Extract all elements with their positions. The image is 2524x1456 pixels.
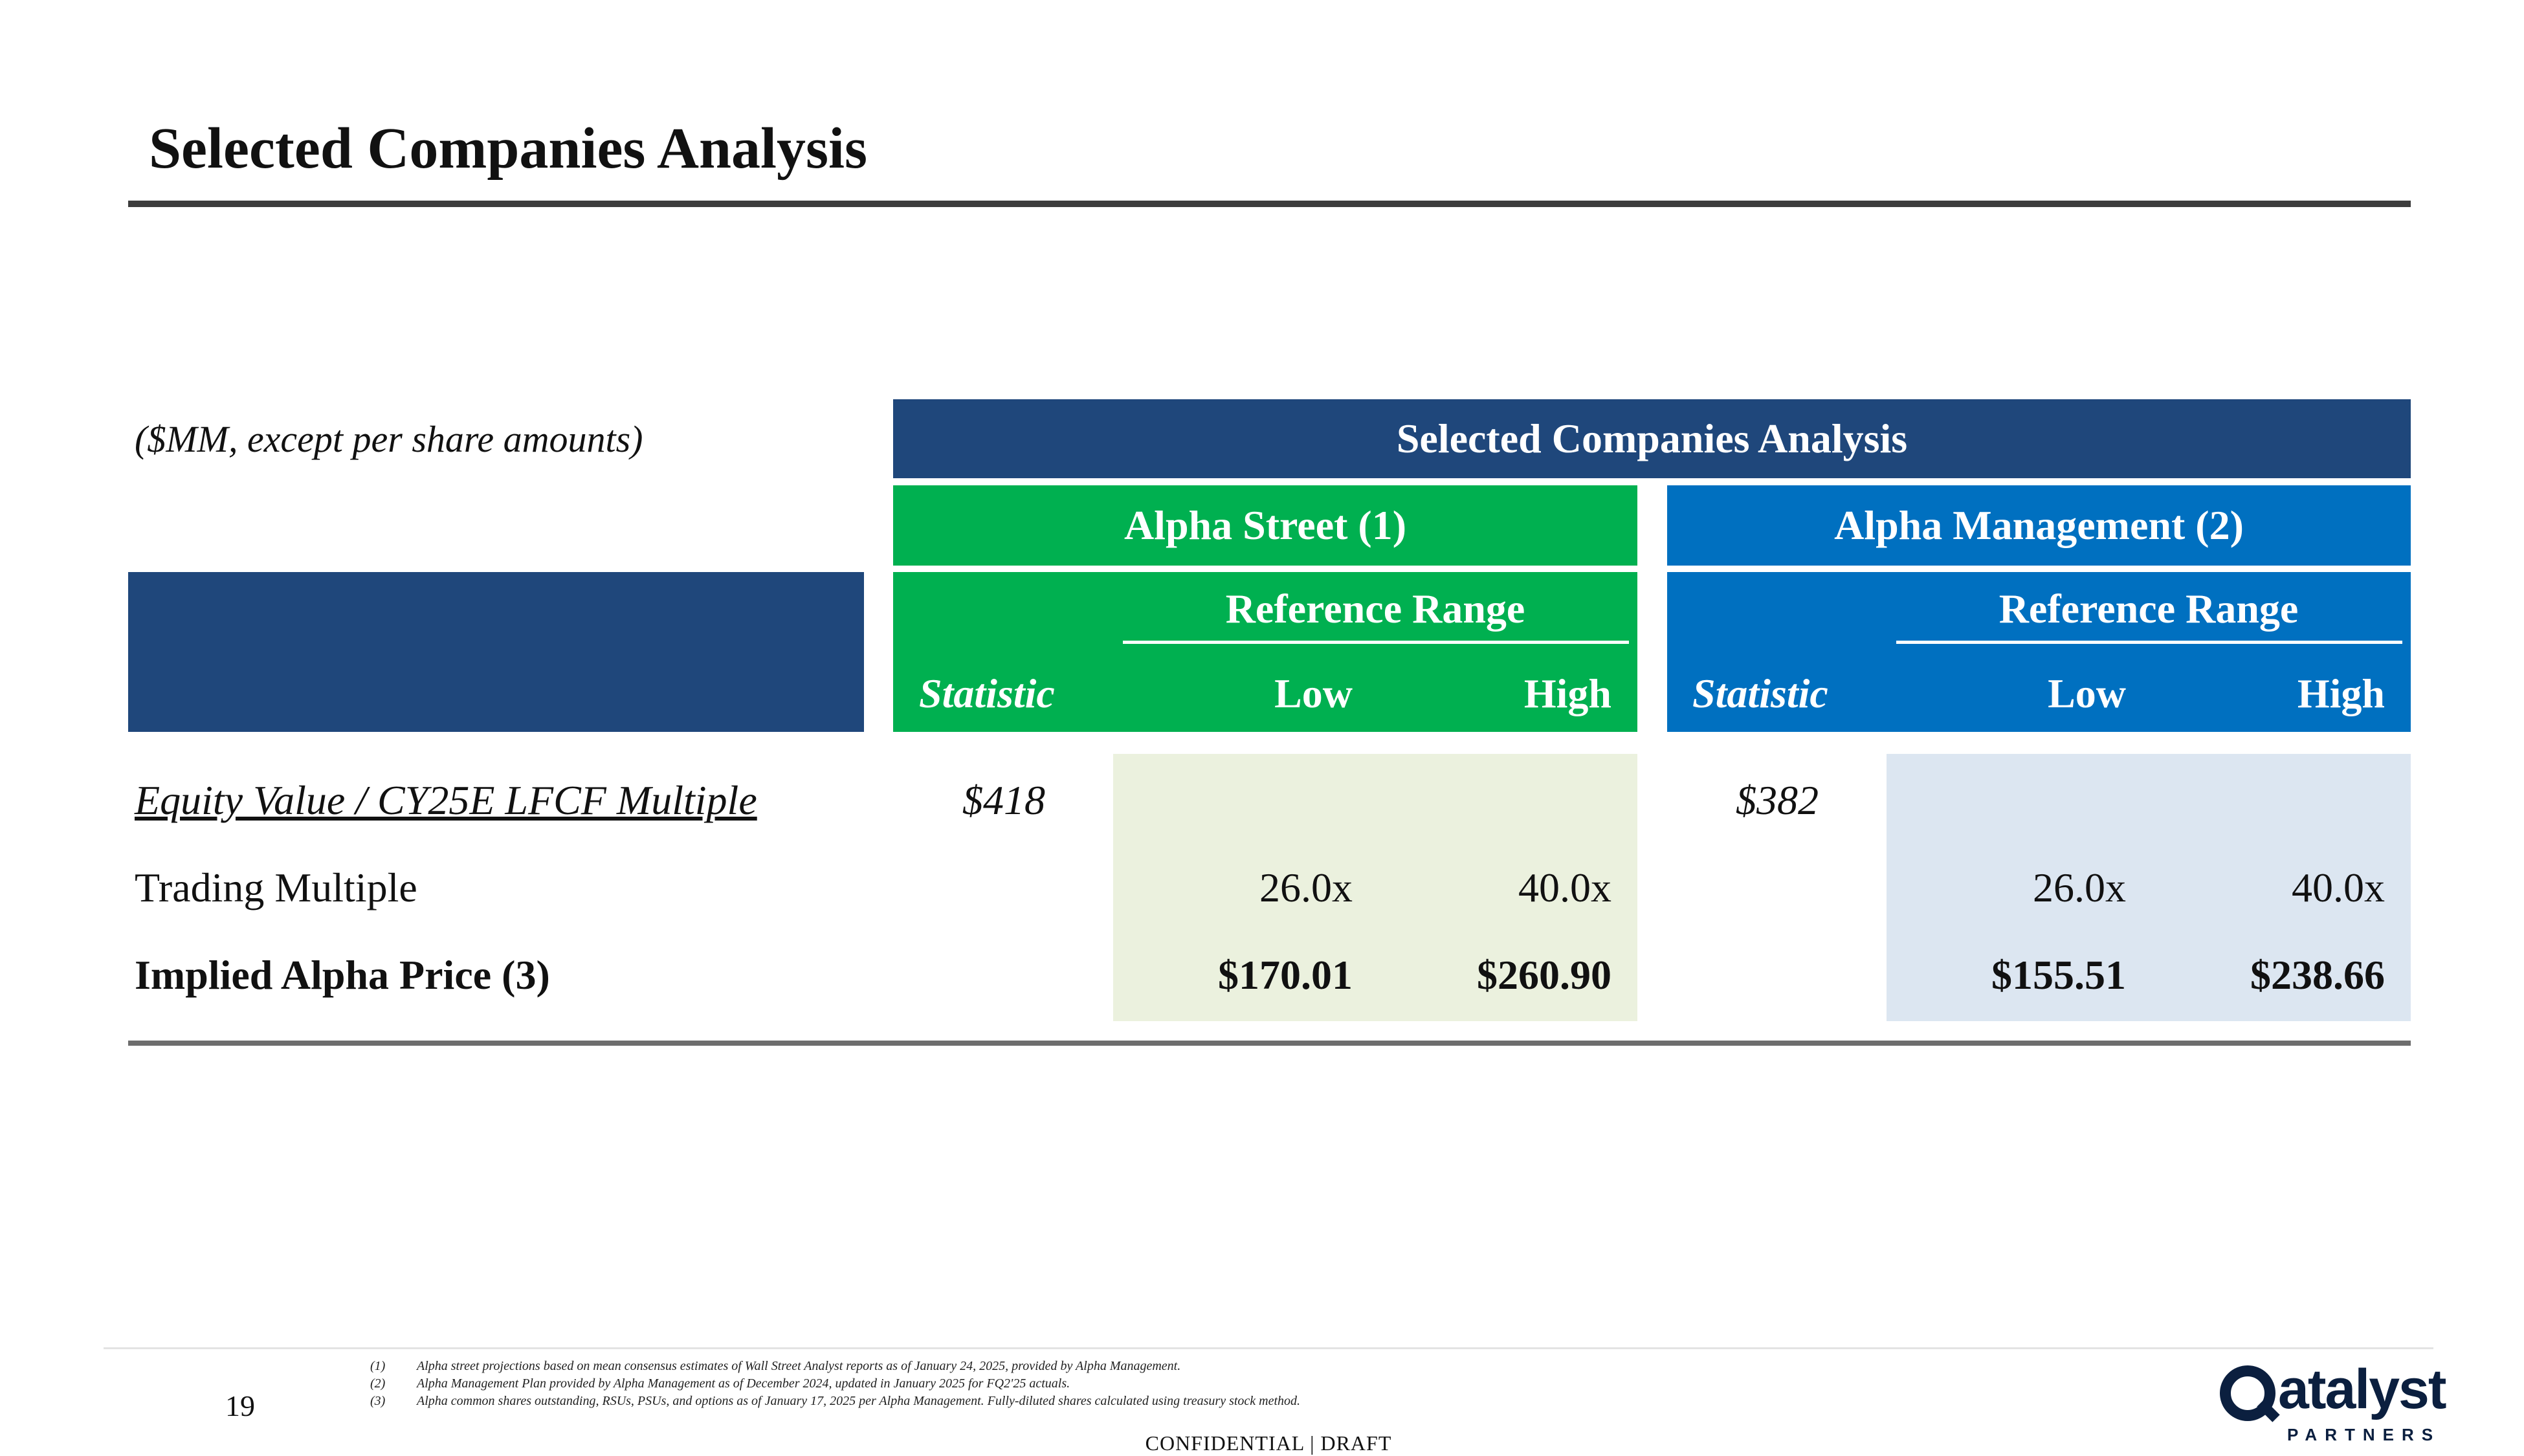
table-cell-trading-multiple-high: 40.0x <box>1518 865 1611 910</box>
group-header-alpha-street: Alpha Street (1) <box>893 485 1637 566</box>
column-header-alpha-management <box>1667 572 2411 732</box>
title-divider <box>128 201 2411 207</box>
table-cell-statistic-alpha-management: $382 <box>1736 777 1819 823</box>
table-cell-trading-multiple-low: 26.0x <box>2033 865 2126 910</box>
footnote-number: (1) <box>370 1359 386 1373</box>
row-label-implied-price: Implied Alpha Price (3) <box>135 952 550 998</box>
low-label-alpha-management: Low <box>2048 670 2126 716</box>
low-label-alpha-street: Low <box>1274 670 1353 716</box>
confidential-label: CONFIDENTIAL | DRAFT <box>1145 1431 1392 1455</box>
logo-wordmark: atalyst <box>2278 1358 2446 1420</box>
reference-range-label-alpha-management: Reference Range <box>1998 586 2299 632</box>
table-cell-implied-price-low: $155.51 <box>1991 952 2126 998</box>
footnote-text: Alpha street projections based on mean c… <box>417 1359 1181 1373</box>
high-label-alpha-street: High <box>1523 670 1611 716</box>
reference-range-underline <box>1123 641 1629 644</box>
company-logo: atalyst PARTNERS <box>2220 1358 2446 1448</box>
footer-divider <box>104 1347 2433 1349</box>
units-note: ($MM, except per share amounts) <box>135 418 643 460</box>
footnote-text: Alpha Management Plan provided by Alpha … <box>417 1376 1070 1391</box>
statistic-label-alpha-management: Statistic <box>1692 670 1828 716</box>
row-label-trading-multiple: Trading Multiple <box>135 865 417 910</box>
table-bottom-divider <box>128 1041 2411 1046</box>
footnote-number: (2) <box>370 1376 386 1391</box>
group-header-alpha-management: Alpha Management (2) <box>1667 485 2411 566</box>
page-number: 19 <box>225 1389 255 1422</box>
table-cell-trading-multiple-low: 26.0x <box>1259 865 1353 910</box>
table-cell-statistic-alpha-street: $418 <box>962 777 1045 823</box>
row-label-equity-value-multiple: Equity Value / CY25E LFCF Multiple <box>135 777 757 823</box>
footnote-text: Alpha common shares outstanding, RSUs, P… <box>417 1394 1301 1408</box>
column-header-alpha-street <box>893 572 1637 732</box>
table-cell-trading-multiple-high: 40.0x <box>2292 865 2385 910</box>
reference-range-underline <box>1896 641 2402 644</box>
statistic-label-alpha-street: Statistic <box>919 670 1055 716</box>
reference-range-shading-alpha-street <box>1113 754 1637 1021</box>
table-cell-implied-price-high: $238.66 <box>2250 952 2385 998</box>
reference-range-label-alpha-street: Reference Range <box>1225 586 1525 632</box>
high-label-alpha-management: High <box>2297 670 2385 716</box>
footnote-number: (3) <box>370 1394 386 1408</box>
table-cell-implied-price-low: $170.01 <box>1218 952 1353 998</box>
table-header-banner: Selected Companies Analysis <box>893 399 2411 478</box>
reference-range-shading-alpha-management <box>1887 754 2411 1021</box>
page-title: Selected Companies Analysis <box>149 116 868 181</box>
row-label-header-block <box>128 572 864 732</box>
table-cell-implied-price-high: $260.90 <box>1477 952 1611 998</box>
logo-subtitle: PARTNERS <box>2287 1425 2441 1444</box>
